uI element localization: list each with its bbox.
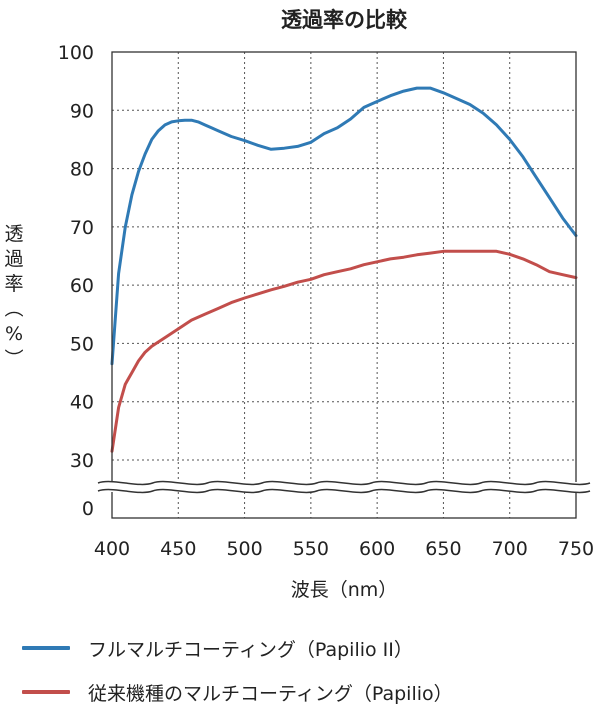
x-tick-label-600: 600 xyxy=(359,538,395,560)
legend-label-papilio: 従来機種のマルチコーティング（Papilio） xyxy=(88,682,453,705)
y-tick-label-90: 90 xyxy=(70,100,94,122)
x-tick-label-450: 450 xyxy=(160,538,196,560)
legend-swatch-papilio-ii xyxy=(22,646,70,650)
tick-labels: 400 450 500 550 600 650 700 750 100 90 80 70 60 50 40 3… xyxy=(58,42,594,560)
x-tick-label-700: 700 xyxy=(492,538,528,560)
y-axis-label-char-4: % xyxy=(5,323,23,345)
y-axis-label: 透過率 （% ） xyxy=(2,223,24,368)
series-line-1 xyxy=(110,249,578,453)
x-tick-label-400: 400 xyxy=(94,538,130,560)
axis-break-gap xyxy=(98,482,590,492)
y-axis-label-char-3: （ xyxy=(2,298,24,317)
series-line-0 xyxy=(110,86,578,366)
y-axis-label-char-1: 過 xyxy=(4,248,23,270)
axis-break-line-upper xyxy=(97,480,591,486)
y-tick-label-40: 40 xyxy=(70,392,94,414)
grid-lines xyxy=(112,52,576,518)
y-tick-label-30: 30 xyxy=(70,450,94,472)
y-axis-label-char-0: 透 xyxy=(4,223,23,245)
transmittance-chart: 透過率の比較 400 450 500 550 600 650 700 750100908070… xyxy=(2,8,594,601)
legend-swatch-papilio xyxy=(22,690,70,694)
y-tick-label-60: 60 xyxy=(70,275,94,297)
x-tick-label-500: 500 xyxy=(226,538,262,560)
x-tick-label-650: 650 xyxy=(425,538,461,560)
chart-legend: フルマルチコーティング（Papilio II） 従来機種のマルチコーティング（P… xyxy=(22,628,598,716)
plot-frame xyxy=(97,51,591,519)
y-axis-label-char-2: 率 xyxy=(4,273,23,295)
series-lines xyxy=(110,86,578,453)
y-axis-label-char-5: ） xyxy=(2,348,24,367)
y-tick-label-0: 0 xyxy=(82,498,94,520)
chart-title: 透過率の比較 xyxy=(281,8,408,32)
x-tick-label-550: 550 xyxy=(293,538,329,560)
legend-label-papilio-ii: フルマルチコーティング（Papilio II） xyxy=(88,638,413,661)
y-tick-label-70: 70 xyxy=(70,217,94,239)
plot-border xyxy=(111,51,577,519)
legend-item-papilio: 従来機種のマルチコーティング（Papilio） xyxy=(22,672,598,712)
y-tick-label-100: 100 xyxy=(58,42,94,64)
axis-break-line-lower xyxy=(97,488,591,494)
y-tick-label-80: 80 xyxy=(70,159,94,181)
legend-item-papilio-ii: フルマルチコーティング（Papilio II） xyxy=(22,628,598,668)
x-tick-label-750: 750 xyxy=(558,538,594,560)
y-tick-label-50: 50 xyxy=(70,333,94,355)
x-axis-label: 波長（nm） xyxy=(291,579,398,601)
